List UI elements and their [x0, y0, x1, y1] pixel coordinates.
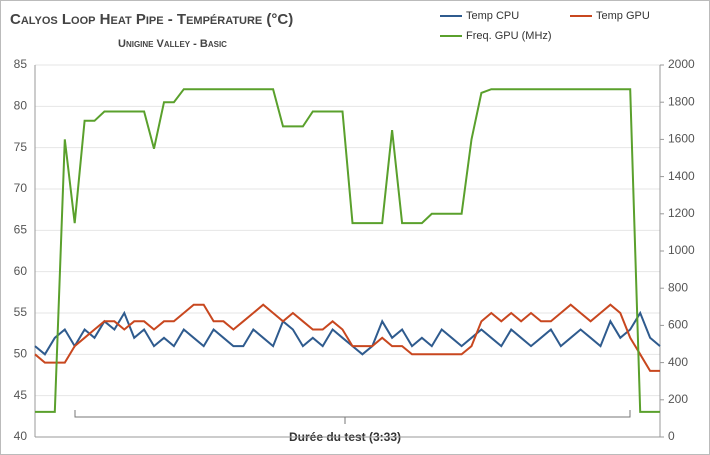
y2-tick-label: 1000: [668, 243, 695, 257]
y-tick-label: 50: [14, 347, 28, 361]
series-line: [35, 88, 660, 413]
series-line: [34, 310, 661, 356]
x-bracket: [74, 410, 631, 424]
y-tick-label: 75: [14, 140, 28, 154]
y2-tick-label: 1200: [668, 206, 695, 220]
y2-tick-label: 400: [668, 355, 688, 369]
y-tick-label: 45: [14, 388, 28, 402]
legend-label: Freq. GPU (MHz): [466, 30, 552, 42]
legend-label: Temp GPU: [596, 10, 650, 22]
chart-title: Calyos Loop Heat Pipe - Température (°C): [10, 11, 293, 28]
y-tick-label: 60: [14, 264, 28, 278]
series-line: [34, 303, 660, 372]
legend-label: Temp CPU: [466, 10, 519, 22]
y2-tick-label: 1400: [668, 169, 695, 183]
y2-tick-label: 800: [668, 280, 688, 294]
y2-tick-label: 1600: [668, 132, 695, 146]
y-tick-label: 55: [14, 305, 28, 319]
y2-tick-label: 1800: [668, 94, 695, 108]
y-tick-label: 40: [14, 429, 28, 443]
chart-subtitle: Unigine Valley - Basic: [118, 38, 227, 50]
y-tick-label: 85: [14, 57, 28, 71]
y2-tick-label: 200: [668, 392, 688, 406]
y-tick-label: 65: [14, 223, 28, 237]
y2-tick-label: 0: [668, 429, 675, 443]
y-tick-label: 70: [14, 181, 28, 195]
y2-tick-label: 600: [668, 318, 688, 332]
y-tick-label: 80: [14, 99, 28, 113]
y2-tick-label: 2000: [668, 57, 695, 71]
